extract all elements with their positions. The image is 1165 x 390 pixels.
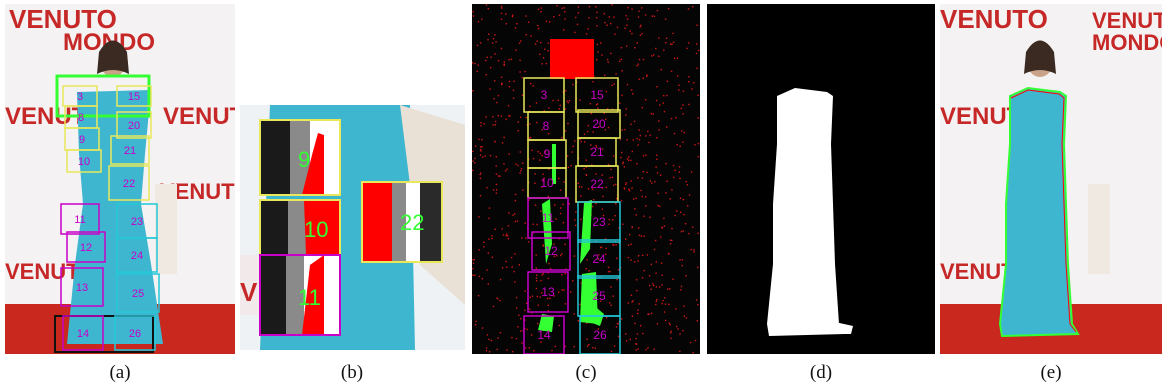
crop-22	[361, 181, 443, 263]
panel-c-image: 3 8 9 10 11 12 13 14 15 20 21 22 23 24 25 26	[472, 4, 700, 354]
region-box-23	[577, 201, 621, 243]
region-label-11: 11	[542, 211, 555, 225]
label-22: 22	[400, 210, 424, 235]
logo-venuto-e2: VENUTO	[1092, 8, 1162, 33]
region-label-13: 13	[541, 285, 555, 299]
region-box-21	[110, 135, 150, 165]
segmented-dress	[998, 86, 1080, 338]
region-label-15: 15	[128, 91, 140, 103]
label-10: 10	[304, 217, 328, 242]
region-box-26	[114, 315, 156, 351]
region-label-8: 8	[543, 119, 550, 133]
face-box	[55, 74, 151, 118]
region-label-24: 24	[592, 252, 606, 266]
region-box-11	[60, 203, 100, 235]
region-label-24: 24	[131, 250, 143, 262]
region-label-22: 22	[590, 177, 604, 191]
panel-d-mask	[707, 4, 935, 354]
edge-detections	[538, 144, 604, 332]
region-box-13	[60, 267, 104, 307]
caption-e: (e)	[1040, 362, 1062, 383]
region-label-10: 10	[540, 176, 554, 190]
region-box-22	[108, 165, 150, 201]
region-box-25	[116, 273, 160, 313]
region-box-15	[575, 77, 619, 113]
region-label-14: 14	[537, 328, 551, 342]
region-label-22: 22	[123, 178, 135, 190]
region-label-25: 25	[132, 288, 144, 300]
label-9: 9	[298, 147, 310, 172]
region-box-24	[116, 237, 158, 273]
region-box-12	[531, 231, 571, 271]
logo-venuto-e1: VENUTO	[940, 4, 1048, 34]
logo-mondo-e2: MONDO	[1092, 30, 1162, 55]
region-label-25: 25	[592, 289, 606, 303]
segmentation-mask	[767, 88, 845, 336]
panel-b-image: V 9 10 11 22	[240, 105, 465, 350]
region-label-26: 26	[129, 328, 141, 340]
dress	[67, 90, 163, 344]
region-label-13: 13	[76, 282, 88, 294]
region-label-21: 21	[124, 145, 136, 157]
panel-a-image: VENUTO MONDO VENUTO VENUTO VENUTO VENUTO…	[5, 4, 235, 354]
caption-a: (a)	[109, 362, 131, 383]
region-box-10	[66, 149, 102, 173]
region-label-12: 12	[80, 242, 92, 254]
region-box-15	[116, 85, 152, 107]
region-box-24	[577, 239, 621, 279]
region-label-23: 23	[592, 215, 606, 229]
feet-box	[54, 315, 154, 353]
region-label-12: 12	[544, 244, 558, 258]
region-label-9: 9	[79, 134, 85, 146]
logo-fragment: V	[240, 277, 258, 307]
region-label-15: 15	[590, 88, 604, 102]
region-box-26	[579, 315, 621, 354]
region-label-3: 3	[77, 91, 83, 103]
region-box-14	[523, 315, 565, 354]
face-region	[550, 39, 594, 79]
region-label-20: 20	[128, 120, 140, 132]
region-box-12	[66, 231, 106, 263]
caption-b: (b)	[340, 362, 364, 383]
region-box-13	[527, 271, 569, 313]
region-label-21: 21	[590, 145, 604, 159]
crop-11	[259, 254, 341, 336]
region-box-11	[527, 197, 569, 239]
region-label-14: 14	[77, 328, 89, 340]
region-label-26: 26	[593, 328, 607, 342]
logo-venuto-2: VENUTO	[163, 103, 235, 130]
caption-d: (d)	[809, 362, 833, 383]
region-label-23: 23	[131, 216, 143, 228]
logo-venuto-1: VENUTO	[9, 4, 117, 34]
label-11: 11	[298, 285, 321, 310]
caption-c: (c)	[575, 362, 597, 383]
region-label-9: 9	[544, 147, 551, 161]
crop-9	[259, 119, 341, 196]
region-label-20: 20	[592, 117, 606, 131]
region-label-3: 3	[541, 88, 548, 102]
region-box-20	[116, 111, 152, 139]
region-label-11: 11	[74, 214, 85, 226]
region-label-10: 10	[78, 156, 90, 168]
region-box-14	[62, 315, 104, 351]
panel-e-image: VENUTO VENUTO MONDO VENUTO VENUTO	[940, 4, 1162, 354]
region-label-8: 8	[78, 112, 84, 124]
